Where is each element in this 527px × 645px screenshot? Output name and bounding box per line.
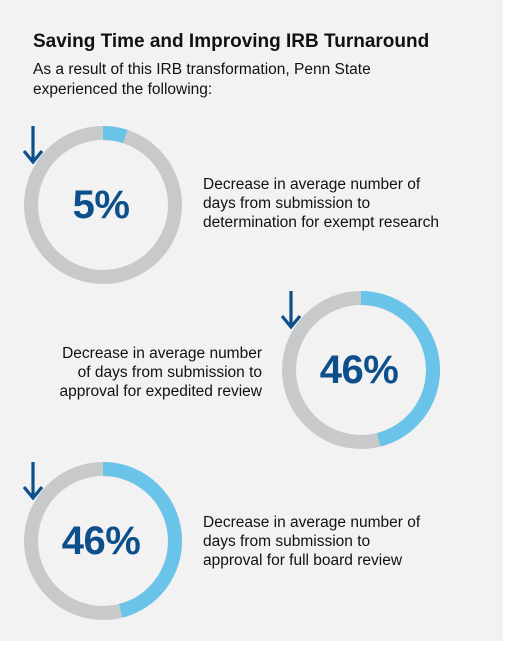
progress-ring xyxy=(282,291,440,449)
stat-description-expedited: Decrease in average number of days from … xyxy=(40,344,262,401)
infographic-panel: Saving Time and Improving IRB Turnaround… xyxy=(0,0,503,641)
page-subtitle: As a result of this IRB transformation, … xyxy=(33,60,371,100)
stat-value: 46% xyxy=(280,289,442,451)
description-line: Decrease in average number of xyxy=(203,176,421,193)
stat-value: 5% xyxy=(22,124,184,286)
description-line: of days from submission to xyxy=(77,364,262,381)
stat-percent-label: 46% xyxy=(319,347,399,392)
description-line: determination for exempt research xyxy=(203,214,440,231)
stat-description-full-board: Decrease in average number of days from … xyxy=(203,513,420,570)
description-line: Decrease in average number of xyxy=(203,514,421,531)
stat-ring-full-board: 46% xyxy=(22,460,184,622)
stat-value: 46% xyxy=(22,460,184,622)
progress-ring xyxy=(24,462,182,620)
progress-ring xyxy=(24,126,182,284)
description-line: Decrease in average number xyxy=(62,345,262,362)
description-line: days from submission to xyxy=(203,195,371,212)
description-line: approval for expedited review xyxy=(59,383,262,400)
stat-percent-label: 46% xyxy=(61,518,141,563)
subtitle-line-1: As a result of this IRB transformation, … xyxy=(33,61,371,78)
page-title: Saving Time and Improving IRB Turnaround xyxy=(33,31,430,52)
stat-ring-exempt: 5% xyxy=(22,124,184,286)
stat-description-exempt: Decrease in average number of days from … xyxy=(203,175,439,232)
stat-ring-expedited: 46% xyxy=(280,289,442,451)
description-line: approval for full board review xyxy=(203,552,403,569)
stat-percent-label: 5% xyxy=(72,182,130,227)
description-line: days from submission to xyxy=(203,533,371,550)
subtitle-line-2: experienced the following: xyxy=(33,81,213,98)
